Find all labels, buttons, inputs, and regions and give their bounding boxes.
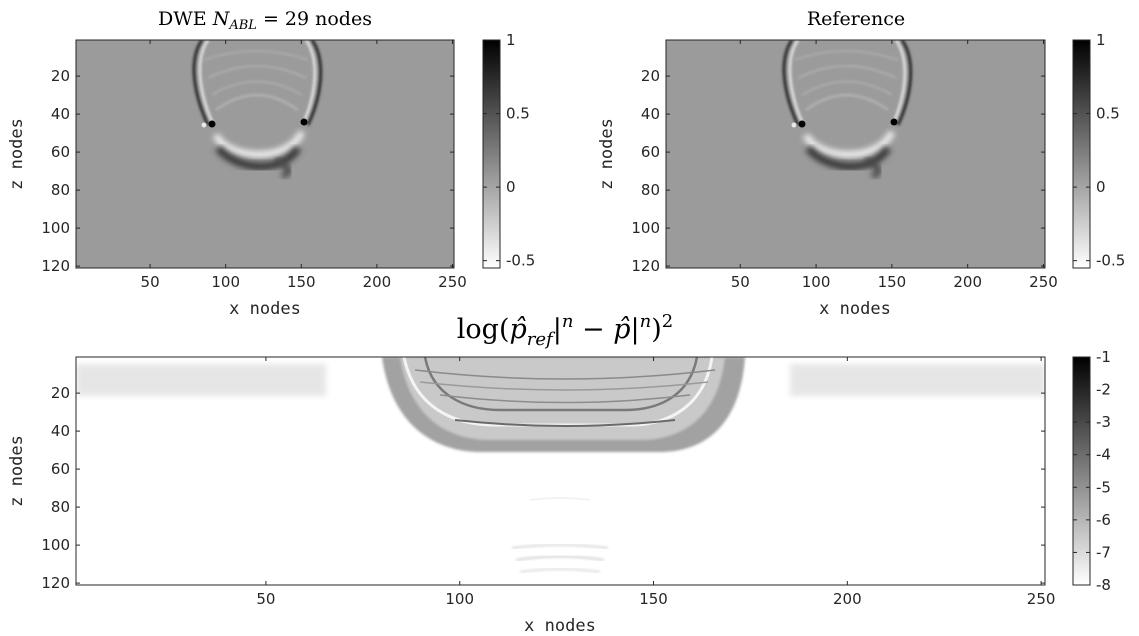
y-tick-label: 80 <box>51 498 70 516</box>
y-tick-label: 60 <box>641 143 660 161</box>
x-axis-label-dwe: x nodes <box>229 299 301 319</box>
x-axis-label-reference: x nodes <box>819 299 891 319</box>
y-tick-label: 100 <box>41 536 70 554</box>
axis-ticks-error: 50 100 150 200 250 20 40 60 80 100 120 <box>41 357 1055 608</box>
chart-error: log(p̂ref|n − p̂|n)2 50 100 150 200 250 20 40 6… <box>7 311 1111 636</box>
colorbar-tick-label: -4 <box>1096 446 1111 464</box>
y-tick-label: 40 <box>51 105 70 123</box>
x-tick-label: 150 <box>287 273 316 291</box>
colorbar-tick-label: -5 <box>1096 478 1111 496</box>
plot-frame-reference <box>665 39 1046 269</box>
colorbar-tick-label: -8 <box>1096 576 1111 594</box>
y-tick-label: 80 <box>51 181 70 199</box>
colorbar-tick-label: 1 <box>506 31 516 49</box>
y-tick-label: 40 <box>51 422 70 440</box>
plot-frame-dwe <box>75 39 455 269</box>
x-tick-label: 50 <box>141 273 160 291</box>
x-axis-label-error: x nodes <box>524 616 596 636</box>
colorbar-dwe <box>482 39 501 269</box>
axis-ticks-reference: 50 100 150 200 250 20 40 60 80 100 120 <box>631 40 1058 291</box>
x-tick-label: 50 <box>731 273 750 291</box>
colorbar-ticks-reference: 1 0.5 0 -0.5 <box>1073 31 1125 270</box>
y-tick-label: 120 <box>41 257 70 275</box>
x-tick-label: 100 <box>445 590 474 608</box>
colorbar-tick-label: -0.5 <box>1096 252 1125 270</box>
colorbar-tick-label: -3 <box>1096 413 1111 431</box>
y-tick-label: 100 <box>41 219 70 237</box>
heatmap-dwe <box>76 40 455 268</box>
colorbar-error <box>1072 356 1091 586</box>
y-tick-label: 120 <box>41 574 70 592</box>
x-tick-label: 250 <box>1029 273 1058 291</box>
y-tick-label: 60 <box>51 143 70 161</box>
chart-title-error: log(p̂ref|n − p̂|n)2 <box>457 311 673 350</box>
y-axis-label-reference: z nodes <box>597 118 617 190</box>
y-axis-label-error: z nodes <box>7 435 27 507</box>
colorbar-ticks-dwe: 1 0.5 0 -0.5 <box>483 31 535 270</box>
x-tick-label: 150 <box>639 590 668 608</box>
colorbar-tick-label: -2 <box>1096 381 1111 399</box>
colorbar-tick-label: -7 <box>1096 543 1111 561</box>
y-tick-label: 120 <box>631 257 660 275</box>
heatmap-error <box>76 357 1045 585</box>
x-tick-label: 150 <box>878 273 907 291</box>
chart-title-dwe: DWE NABL = 29 nodes <box>158 8 372 33</box>
heatmap-reference <box>666 40 1045 268</box>
colorbar-tick-label: -0.5 <box>506 252 535 270</box>
x-tick-label: 250 <box>1027 590 1056 608</box>
axis-ticks-dwe: 50 100 150 200 250 20 40 60 80 100 120 <box>41 40 467 291</box>
y-tick-label: 80 <box>641 181 660 199</box>
colorbar-tick-label: -1 <box>1096 348 1111 366</box>
colorbar-tick-label: 0.5 <box>506 105 530 123</box>
y-tick-label: 20 <box>51 67 70 85</box>
x-tick-label: 200 <box>363 273 392 291</box>
colorbar-reference <box>1072 39 1091 269</box>
y-tick-label: 40 <box>641 105 660 123</box>
x-tick-label: 200 <box>953 273 982 291</box>
y-axis-label-dwe: z nodes <box>7 118 27 190</box>
x-tick-label: 100 <box>802 273 831 291</box>
y-tick-label: 60 <box>51 460 70 478</box>
x-tick-label: 250 <box>438 273 467 291</box>
chart-dwe: DWE NABL = 29 nodes 50 100 150 200 250 20 40 60… <box>7 8 535 319</box>
y-tick-label: 100 <box>631 219 660 237</box>
colorbar-tick-label: 0.5 <box>1096 105 1120 123</box>
x-tick-label: 200 <box>833 590 862 608</box>
y-tick-label: 20 <box>641 67 660 85</box>
plot-frame-error <box>75 356 1046 586</box>
colorbar-tick-label: 1 <box>1096 31 1106 49</box>
colorbar-ticks-error: -1 -2 -3 -4 -5 -6 -7 -8 <box>1073 348 1111 594</box>
y-tick-label: 20 <box>51 384 70 402</box>
colorbar-tick-label: -6 <box>1096 511 1111 529</box>
chart-title-reference: Reference <box>807 8 905 30</box>
colorbar-tick-label: 0 <box>506 178 516 196</box>
x-tick-label: 100 <box>211 273 240 291</box>
colorbar-tick-label: 0 <box>1096 178 1106 196</box>
x-tick-label: 50 <box>256 590 275 608</box>
chart-reference: Reference 50 100 150 200 250 20 40 60 80 100 120 x… <box>597 8 1125 319</box>
